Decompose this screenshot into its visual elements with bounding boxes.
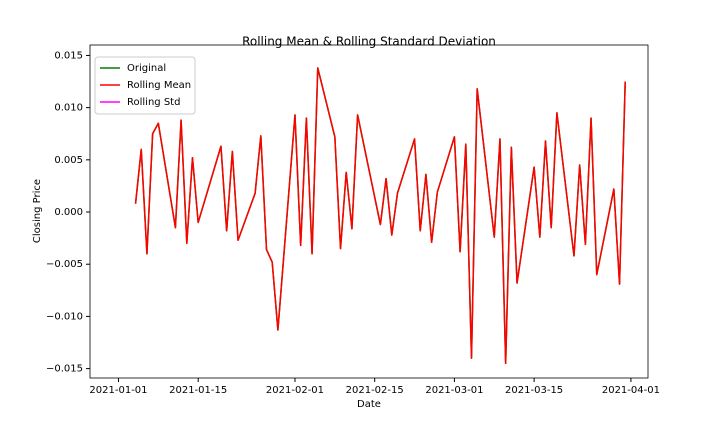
legend-label: Original [127, 63, 166, 74]
plot-frame [89, 44, 649, 379]
x-axis-label: Date [357, 399, 381, 410]
y-tick-label: 0.000 [54, 207, 83, 218]
y-tick-label: 0.005 [54, 155, 83, 166]
y-tick-label: 0.015 [54, 50, 83, 61]
y-axis-label: Closing Price [32, 179, 43, 243]
y-tick-label: 0.010 [54, 103, 83, 114]
y-tick-label: −0.010 [46, 311, 83, 322]
x-tick-label: 2021-01-01 [89, 385, 147, 396]
y-tick-label: −0.005 [46, 259, 83, 270]
legend-label: Rolling Mean [127, 80, 191, 91]
x-tick-label: 2021-04-01 [602, 385, 660, 396]
x-tick-label: 2021-03-01 [425, 385, 483, 396]
x-tick-label: 2021-02-01 [266, 385, 324, 396]
legend-label: Rolling Std [127, 97, 180, 108]
x-tick-label: 2021-02-15 [346, 385, 404, 396]
x-tick-label: 2021-01-15 [169, 385, 227, 396]
y-tick-label: −0.015 [46, 364, 83, 375]
chart-title: Rolling Mean & Rolling Standard Deviatio… [242, 35, 496, 49]
legend-box [94, 56, 196, 115]
series-line [134, 67, 626, 365]
x-tick-label: 2021-03-15 [505, 385, 563, 396]
